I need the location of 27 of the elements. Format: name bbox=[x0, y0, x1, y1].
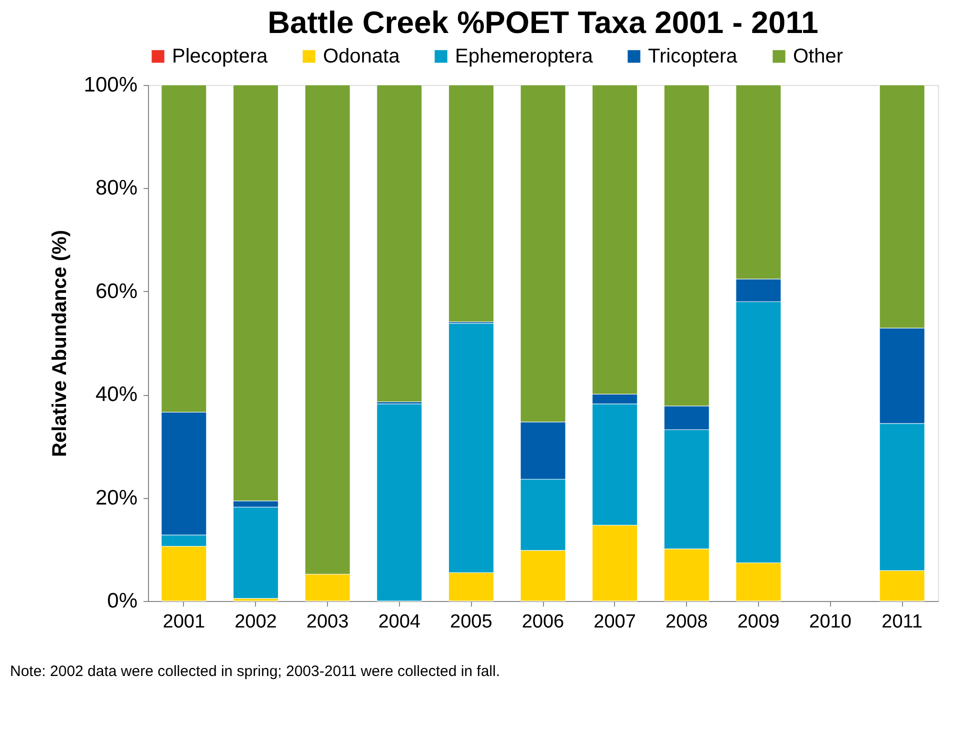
x-tick-label: 2005 bbox=[450, 612, 492, 632]
y-tick-label: 100% bbox=[84, 74, 138, 96]
x-tick-label: 2009 bbox=[737, 612, 780, 632]
x-tick-label: 2011 bbox=[882, 612, 923, 632]
legend-label: Tricoptera bbox=[648, 45, 738, 68]
x-tick-label: 2010 bbox=[809, 612, 852, 632]
x-tick-label: 2001 bbox=[162, 612, 206, 632]
x-tick-label: 2007 bbox=[594, 612, 636, 632]
x-tick-label: 2008 bbox=[665, 612, 708, 632]
y-tick-label: 80% bbox=[95, 176, 138, 200]
y-tick-label: 40% bbox=[95, 383, 138, 406]
bar bbox=[376, 404, 422, 602]
bar bbox=[376, 84, 422, 402]
x-tick-label: 2003 bbox=[306, 612, 349, 632]
legend-label: Odonata bbox=[323, 45, 401, 68]
y-tick-label: 60% bbox=[95, 280, 138, 303]
x-tick-label: 2004 bbox=[378, 612, 421, 632]
chart-title: Battle Creek %POET Taxa 2001 - 2011 bbox=[268, 5, 818, 40]
y-tick-label: 20% bbox=[95, 486, 138, 510]
legend-label: Other bbox=[793, 45, 844, 68]
legend-label: Plecoptera bbox=[172, 45, 268, 68]
text: Note: 2002 data were collected in spring; 2003-2011 were collected in fall. bbox=[10, 663, 500, 680]
y-axis-title: Relative Abundance (%) bbox=[48, 230, 71, 458]
x-tick-label: 2002 bbox=[234, 612, 277, 632]
y-tick-label: 0% bbox=[107, 590, 138, 612]
x-tick-label: 2006 bbox=[522, 612, 564, 632]
legend-label: Ephemeroptera bbox=[455, 45, 594, 68]
